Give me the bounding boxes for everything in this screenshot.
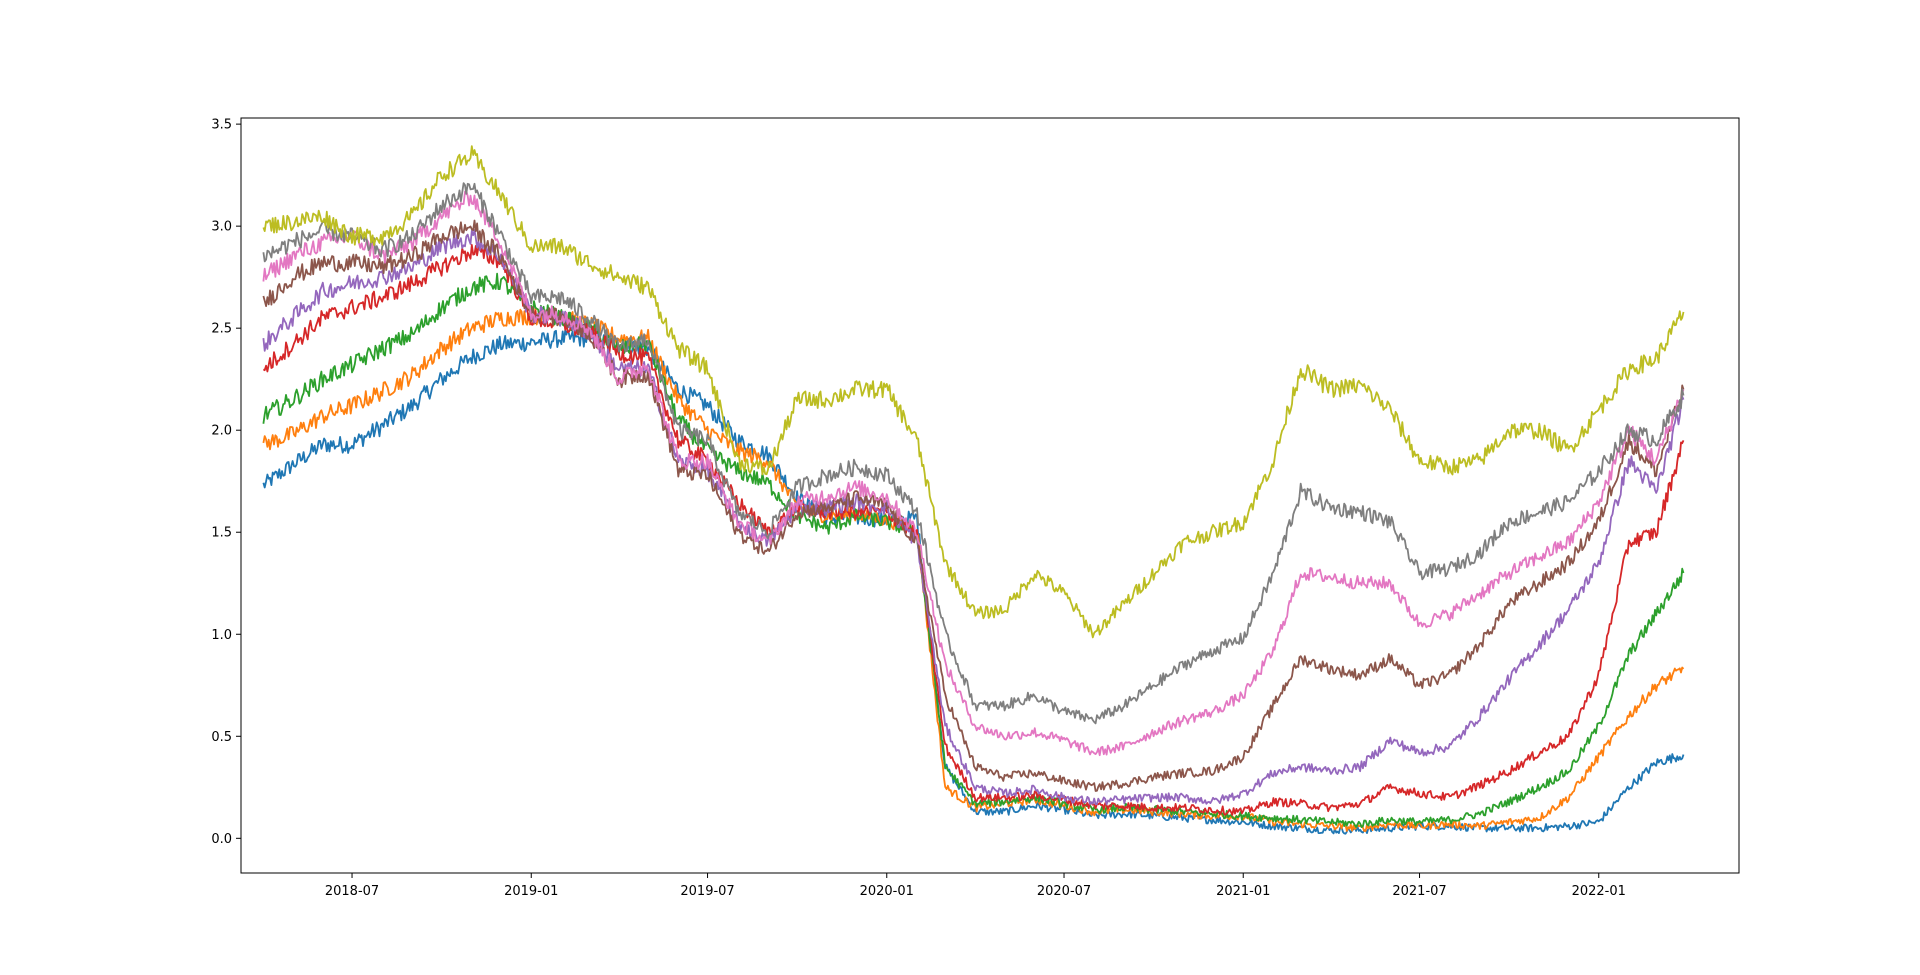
x-tick-label: 2021-07	[1392, 884, 1446, 899]
series-line-7	[262, 189, 1685, 757]
x-tick-label: 2019-01	[504, 884, 558, 899]
y-tick-label: 1.0	[211, 628, 232, 643]
x-tick-label: 2019-07	[680, 884, 734, 899]
x-tick-label: 2021-01	[1216, 884, 1270, 899]
x-tick-label: 2018-07	[325, 884, 379, 899]
x-tick-label: 2020-07	[1037, 884, 1091, 899]
y-tick-label: 2.0	[211, 424, 232, 439]
y-axis: 0.0 0.5 1.0 1.5 2.0 2.5 3.0 3.5	[211, 118, 241, 847]
x-tick-label: 2022-01	[1572, 884, 1626, 899]
y-tick-label: 3.0	[211, 220, 232, 235]
x-axis: 2018-07 2019-01 2019-07 2020-01 2020-07 2021-…	[325, 873, 1626, 899]
series-line-8	[262, 182, 1685, 725]
series-line-5	[262, 229, 1685, 806]
series-line-6	[262, 219, 1685, 792]
x-tick-label: 2020-01	[860, 884, 914, 899]
series-line-2	[262, 307, 1685, 832]
plot-frame	[240, 117, 1740, 874]
series-line-9	[262, 145, 1685, 639]
y-tick-label: 3.5	[211, 118, 232, 133]
y-tick-label: 0.0	[211, 832, 232, 847]
y-tick-label: 0.5	[211, 730, 232, 745]
y-tick-label: 1.5	[211, 526, 232, 541]
y-tick-label: 2.5	[211, 322, 232, 337]
series-line-4	[262, 243, 1685, 816]
series-layer	[262, 145, 1685, 835]
